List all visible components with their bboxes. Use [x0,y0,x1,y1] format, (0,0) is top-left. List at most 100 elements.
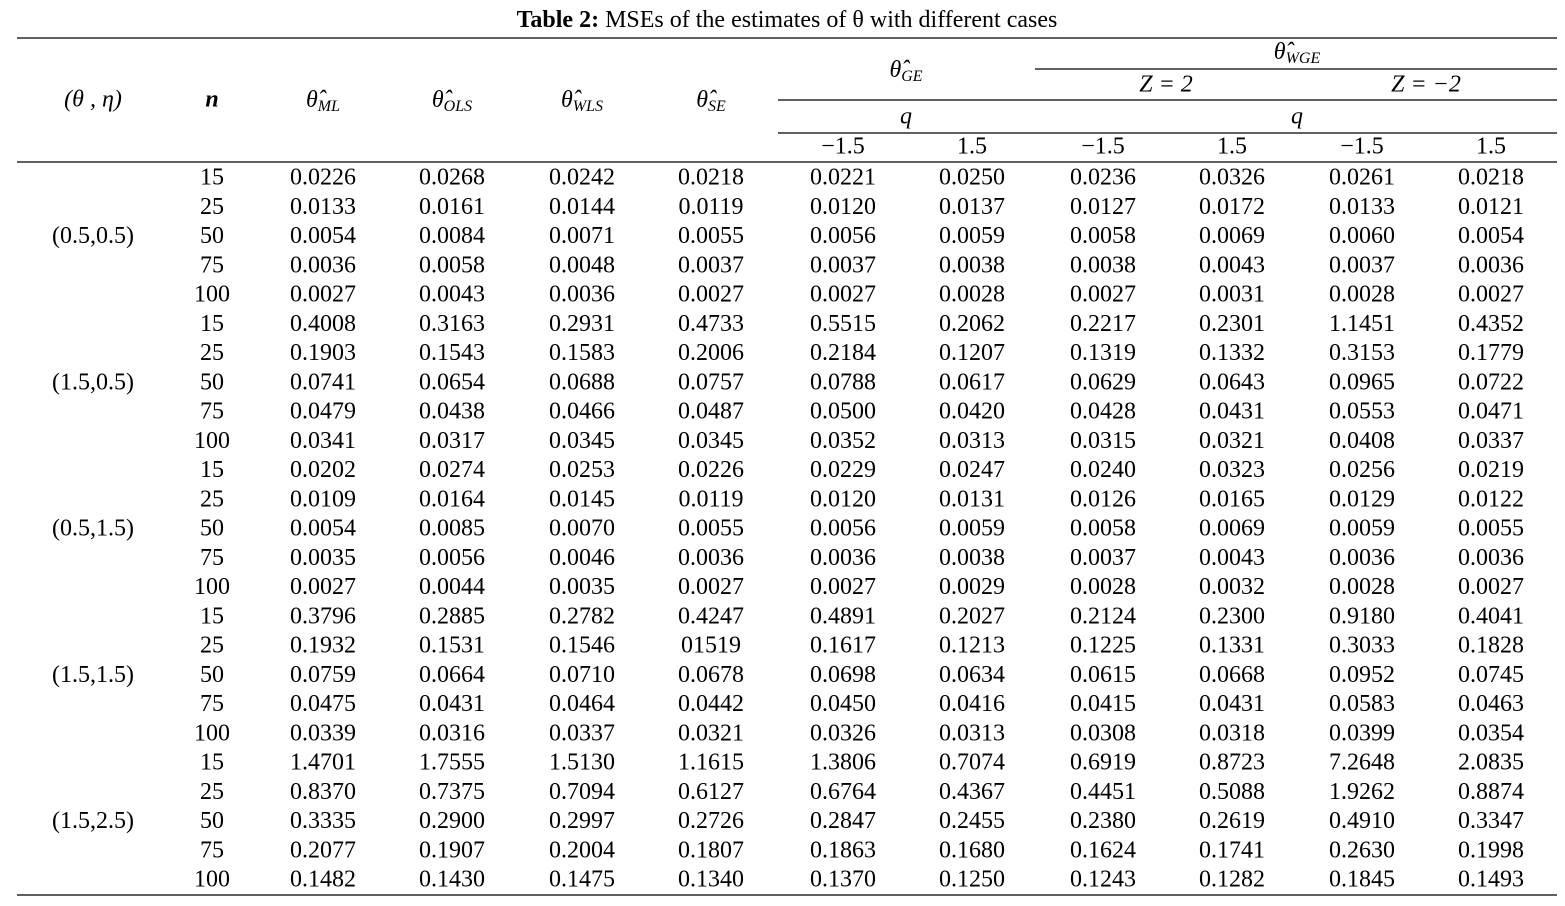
mse-value: 01519 [681,633,741,659]
mse-value: 0.0321 [1199,428,1265,454]
mse-value: 1.5130 [549,750,615,776]
mse-value: 0.0226 [290,165,356,191]
mse-value: 0.0471 [1458,399,1524,425]
mse-value: 0.0218 [1458,165,1524,191]
mse-value: 0.7375 [419,779,485,805]
q-label: q [900,104,912,130]
mse-value: 0.0450 [810,691,876,717]
mse-value: 0.1680 [939,837,1005,863]
mse-value: 0.1282 [1199,867,1265,893]
mse-value: 0.0354 [1458,720,1524,746]
mse-value: 0.0337 [549,720,615,746]
ge-header: θ̂GE [889,57,922,85]
mse-value: 0.5088 [1199,779,1265,805]
mse-value: 0.0027 [678,574,744,600]
sample-size: 25 [200,486,224,512]
mse-value: 0.0029 [939,574,1005,600]
group-label: (0.5,0.5) [52,223,134,249]
mse-value: 0.0027 [290,574,356,600]
mse-value: 0.1807 [678,837,744,863]
mse-value: 0.0038 [939,545,1005,571]
mse-value: 0.0634 [939,662,1005,688]
mse-value: 0.6127 [678,779,744,805]
group-label: (1.5,1.5) [52,662,134,688]
mse-value: 0.2184 [810,340,876,366]
estimator-subscript: OLS [444,98,472,115]
mse-value: 0.1543 [419,340,485,366]
mse-value: 0.0323 [1199,457,1265,483]
mse-value: 0.0031 [1199,282,1265,308]
mse-value: 0.1907 [419,837,485,863]
mse-value: 0.0131 [939,486,1005,512]
q-level: 1.5 [1217,134,1247,160]
mse-value: 0.0036 [678,545,744,571]
mse-value: 0.0054 [290,516,356,542]
mse-value: 0.2900 [419,808,485,834]
mse-value: 0.2006 [678,340,744,366]
mse-value: 0.1225 [1070,633,1136,659]
mse-value: 0.0038 [1070,252,1136,278]
mse-value: 0.3796 [290,603,356,629]
estimator-header: θ̂WLS [561,87,603,115]
mse-value: 0.0479 [290,399,356,425]
mse-value: 0.0229 [810,457,876,483]
mse-value: 0.3033 [1329,633,1395,659]
sample-size: 50 [200,516,224,542]
mse-value: 0.0058 [419,252,485,278]
mse-value: 0.1583 [549,340,615,366]
mse-value: 0.0317 [419,428,485,454]
mse-value: 0.0615 [1070,662,1136,688]
mse-value: 0.2726 [678,808,744,834]
mse-value: 0.0240 [1070,457,1136,483]
mse-value: 0.0137 [939,194,1005,220]
wge-header: θ̂WGE [1274,39,1321,67]
q-level: −1.5 [821,134,865,160]
caption-text: MSEs of the estimates of θ with differen… [605,7,1057,33]
mse-value: 0.4247 [678,603,744,629]
mse-value: 0.0431 [1199,691,1265,717]
estimator-subscript: SE [708,98,726,115]
estimator-header: θ̂SE [696,87,726,115]
mse-value: 0.0337 [1458,428,1524,454]
mse-value: 0.0315 [1070,428,1136,454]
mse-value: 0.0058 [1070,516,1136,542]
mse-value: 0.0028 [939,282,1005,308]
mse-value: 0.2380 [1070,808,1136,834]
mse-value: 0.9180 [1329,603,1395,629]
mse-value: 0.0759 [290,662,356,688]
mse-value: 0.0084 [419,223,485,249]
mse-value: 0.0664 [419,662,485,688]
mse-value: 1.4701 [290,750,356,776]
mse-value: 0.0326 [810,720,876,746]
mse-value: 0.0399 [1329,720,1395,746]
mse-value: 0.1845 [1329,867,1395,893]
mse-value: 0.0060 [1329,223,1395,249]
sample-size: 75 [200,545,224,571]
mse-value: 0.4352 [1458,311,1524,337]
mse-value: 0.0688 [549,369,615,395]
mse-value: 0.0145 [549,486,615,512]
mse-value: 0.0952 [1329,662,1395,688]
group-label: (1.5,0.5) [52,369,134,395]
table-caption: Table 2: MSEs of the estimates of θ with … [517,7,1058,33]
mse-value: 0.0431 [419,691,485,717]
mse-value: 0.0037 [678,252,744,278]
sample-size: 15 [200,603,224,629]
mse-value: 0.0070 [549,516,615,542]
mse-value: 0.0698 [810,662,876,688]
mse-value: 0.0668 [1199,662,1265,688]
mse-value: 0.0043 [419,282,485,308]
sample-size: 15 [200,165,224,191]
mse-value: 0.0710 [549,662,615,688]
estimator-subscript: GE [901,68,923,85]
estimator-header: θ̂ML [306,87,340,115]
sample-size: 15 [200,457,224,483]
mse-value: 0.0345 [678,428,744,454]
mse-value: 0.1331 [1199,633,1265,659]
mse-value: 0.1531 [419,633,485,659]
mse-value: 0.4891 [810,603,876,629]
mse-value: 0.0120 [810,486,876,512]
mse-value: 0.0274 [419,457,485,483]
mse-value: 0.0032 [1199,574,1265,600]
mse-value: 0.5515 [810,311,876,337]
